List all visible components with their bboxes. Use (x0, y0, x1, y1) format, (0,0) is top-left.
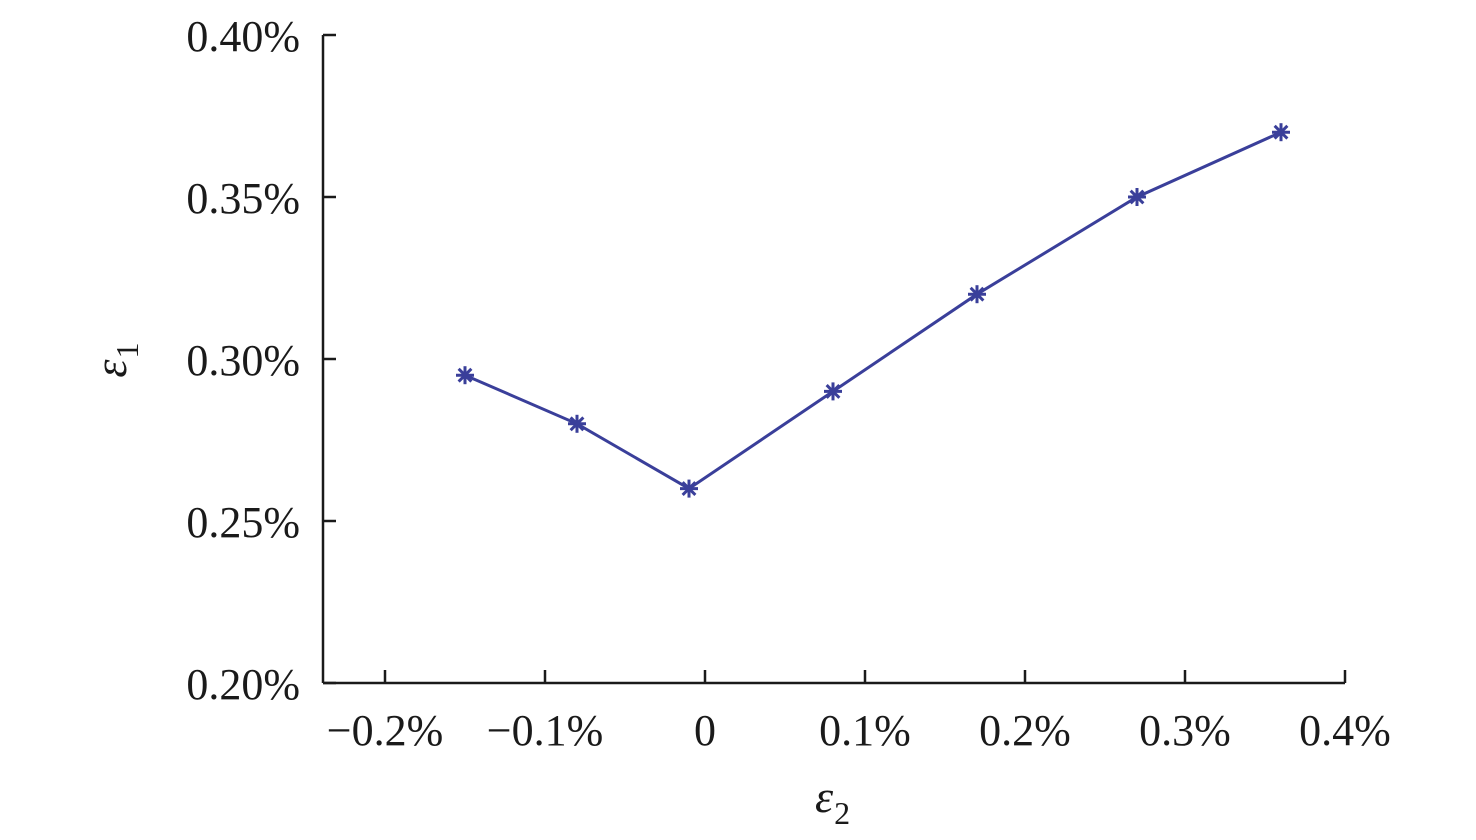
x-tick-label: 0.3% (1139, 706, 1231, 755)
data-point (568, 414, 586, 433)
data-point (456, 366, 474, 385)
marker-stroke (1129, 189, 1145, 205)
x-tick-label: −0.1% (487, 706, 603, 755)
x-tick-label: 0 (694, 706, 716, 755)
marker-stroke (457, 367, 473, 383)
y-tick-label: 0.30% (186, 336, 300, 385)
y-axis-label: ε1 (85, 342, 145, 377)
x-tick-label: −0.2% (327, 706, 443, 755)
y-tick-label: 0.40% (186, 12, 300, 61)
x-tick-label: 0.1% (819, 706, 911, 755)
axes (321, 35, 1345, 685)
series-line (464, 130, 1282, 491)
data-point (824, 382, 842, 401)
series (456, 123, 1290, 498)
marker-stroke (681, 481, 697, 497)
data-point (1272, 123, 1290, 142)
y-tick-label: 0.35% (186, 174, 300, 223)
data-point (968, 285, 986, 304)
marker-stroke (569, 416, 585, 432)
marker-stroke (1273, 124, 1289, 140)
ticks: 0.20% 0.25% 0.30% 0.35% 0.40% −0.2% −0.1% 0 0.1%… (186, 12, 1390, 755)
x-tick-label: 0.4% (1299, 706, 1391, 755)
marker-stroke (825, 383, 841, 399)
data-point (1128, 188, 1146, 206)
x-axis-label: ε2 (815, 771, 850, 831)
y-tick-label: 0.20% (186, 660, 300, 709)
y-tick-label: 0.25% (186, 498, 300, 547)
x-tick-label: 0.2% (979, 706, 1071, 755)
marker-stroke (969, 286, 985, 302)
data-point (680, 479, 698, 498)
